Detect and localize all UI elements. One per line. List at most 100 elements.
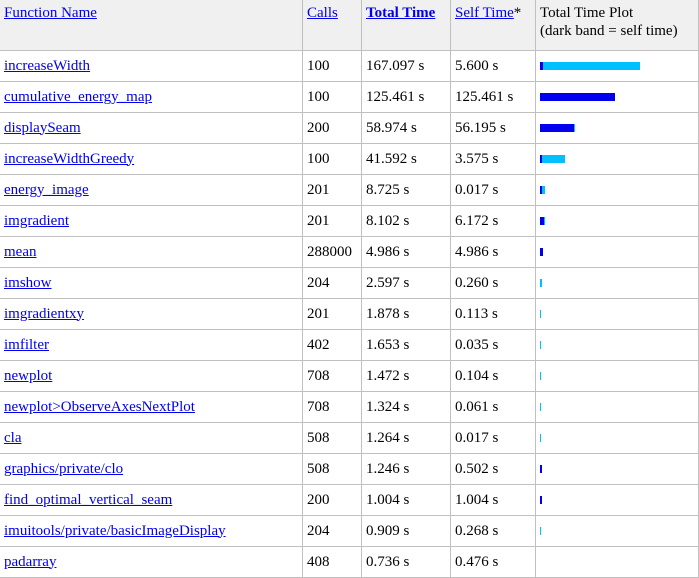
self-time-cell: 56.195 s [451, 113, 536, 144]
self-time-cell: 0.113 s [451, 299, 536, 330]
self-time-footnote-marker: * [513, 5, 522, 21]
table-row: mean 288000 4.986 s 4.986 s [0, 237, 699, 268]
function-link[interactable]: increaseWidthGreedy [4, 150, 135, 167]
total-time-cell: 1.324 s [362, 392, 451, 423]
self-time-cell: 0.017 s [451, 423, 536, 454]
header-calls[interactable]: Calls [303, 0, 362, 51]
time-plot-cell [536, 361, 699, 392]
calls-cell: 100 [303, 82, 362, 113]
calls-cell: 204 [303, 516, 362, 547]
function-link[interactable]: increaseWidth [4, 57, 91, 74]
self-time-band [540, 248, 543, 257]
self-time-cell: 4.986 s [451, 237, 536, 268]
function-link[interactable]: find_optimal_vertical_seam [4, 491, 173, 508]
time-plot-cell [536, 547, 699, 578]
time-plot-cell [536, 113, 699, 144]
function-name-cell: imshow [0, 268, 303, 299]
self-time-band [540, 496, 542, 505]
self-time-cell: 0.104 s [451, 361, 536, 392]
table-row: graphics/private/clo 508 1.246 s 0.502 s [0, 454, 699, 485]
table-row: energy_image 201 8.725 s 0.017 s [0, 175, 699, 206]
calls-cell: 708 [303, 361, 362, 392]
function-name-cell: padarray [0, 547, 303, 578]
function-name-cell: graphics/private/clo [0, 454, 303, 485]
function-name-cell: imuitools/private/basicImageDisplay [0, 516, 303, 547]
total-time-band [540, 155, 565, 164]
function-name-cell: imfilter [0, 330, 303, 361]
total-time-band [540, 434, 541, 443]
function-link[interactable]: padarray [4, 553, 57, 570]
time-plot-cell [536, 51, 699, 82]
calls-cell: 100 [303, 51, 362, 82]
self-time-band [540, 155, 542, 164]
table-row: newplot 708 1.472 s 0.104 s [0, 361, 699, 392]
self-time-cell: 0.260 s [451, 268, 536, 299]
time-plot-cell [536, 392, 699, 423]
calls-cell: 201 [303, 206, 362, 237]
function-name-cell: increaseWidthGreedy [0, 144, 303, 175]
plot-title: Total Time Plot [540, 5, 634, 21]
function-name-cell: newplot>ObserveAxesNextPlot [0, 392, 303, 423]
function-name-cell: cumulative_energy_map [0, 82, 303, 113]
time-bar [540, 62, 640, 71]
total-time-cell: 4.986 s [362, 237, 451, 268]
total-time-cell: 1.004 s [362, 485, 451, 516]
sort-by-calls-link[interactable]: Calls [307, 5, 338, 21]
sort-by-total-time-link[interactable]: Total Time [366, 5, 436, 21]
self-time-band [540, 186, 542, 195]
table-row: increaseWidthGreedy 100 41.592 s 3.575 s [0, 144, 699, 175]
plot-legend-note: (dark band = self time) [540, 23, 678, 39]
calls-cell: 204 [303, 268, 362, 299]
function-link[interactable]: imgradientxy [4, 305, 84, 322]
table-row: cla 508 1.264 s 0.017 s [0, 423, 699, 454]
total-time-cell: 1.878 s [362, 299, 451, 330]
function-link[interactable]: newplot [4, 367, 53, 384]
function-link[interactable]: energy_image [4, 181, 89, 198]
function-link[interactable]: imshow [4, 274, 52, 291]
time-plot-cell [536, 144, 699, 175]
calls-cell: 708 [303, 392, 362, 423]
calls-cell: 201 [303, 175, 362, 206]
sort-by-function-name-link[interactable]: Function Name [4, 5, 97, 21]
function-link[interactable]: graphics/private/clo [4, 460, 124, 477]
header-total-time[interactable]: Total Time [362, 0, 451, 51]
function-link[interactable]: imfilter [4, 336, 49, 353]
time-plot-cell [536, 206, 699, 237]
header-function-name[interactable]: Function Name [0, 0, 303, 51]
table-row: newplot>ObserveAxesNextPlot 708 1.324 s 0.0… [0, 392, 699, 423]
total-time-cell: 0.736 s [362, 547, 451, 578]
function-link[interactable]: imuitools/private/basicImageDisplay [4, 522, 226, 539]
self-time-band [540, 62, 543, 71]
self-time-cell: 0.476 s [451, 547, 536, 578]
function-link[interactable]: cumulative_energy_map [4, 88, 153, 105]
function-link[interactable]: displaySeam [4, 119, 81, 136]
time-bar [540, 310, 541, 319]
calls-cell: 201 [303, 299, 362, 330]
time-bar [540, 279, 542, 288]
self-time-band [540, 465, 542, 474]
function-name-cell: increaseWidth [0, 51, 303, 82]
function-link[interactable]: imgradient [4, 212, 69, 229]
table-row: increaseWidth 100 167.097 s 5.600 s [0, 51, 699, 82]
sort-by-self-time-link[interactable]: Self Time [455, 5, 514, 21]
total-time-band [540, 279, 542, 288]
function-link[interactable]: newplot>ObserveAxesNextPlot [4, 398, 195, 415]
table-row: imshow 204 2.597 s 0.260 s [0, 268, 699, 299]
time-bar [540, 124, 575, 133]
self-time-cell: 0.268 s [451, 516, 536, 547]
self-time-cell: 0.502 s [451, 454, 536, 485]
total-time-band [540, 372, 541, 381]
time-bar [540, 434, 541, 443]
self-time-cell: 125.461 s [451, 82, 536, 113]
total-time-cell: 8.102 s [362, 206, 451, 237]
total-time-cell: 41.592 s [362, 144, 451, 175]
time-plot-cell [536, 423, 699, 454]
time-bar [540, 496, 542, 505]
function-link[interactable]: mean [4, 243, 37, 260]
total-time-band [540, 62, 640, 71]
total-time-cell: 58.974 s [362, 113, 451, 144]
function-link[interactable]: cla [4, 429, 22, 446]
time-plot-cell [536, 516, 699, 547]
header-self-time[interactable]: Self Time* [451, 0, 536, 51]
